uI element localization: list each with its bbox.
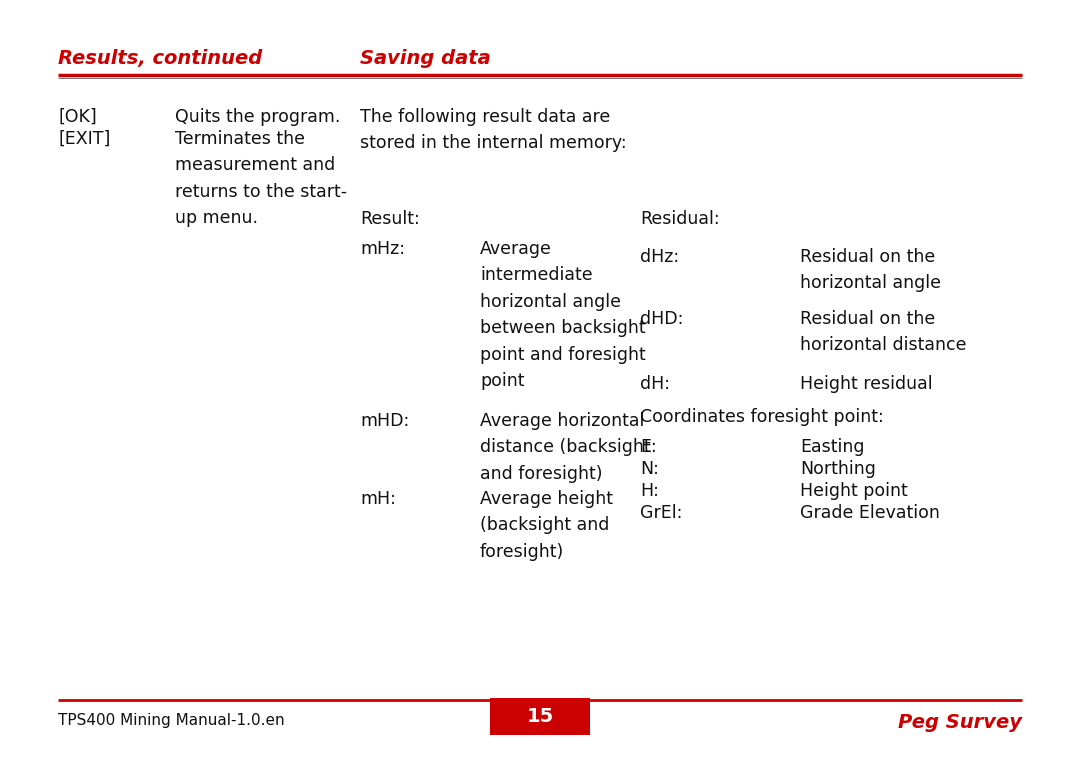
Text: Residual on the
horizontal angle: Residual on the horizontal angle (800, 248, 941, 293)
Text: H:: H: (640, 482, 659, 500)
Text: Quits the program.: Quits the program. (175, 108, 340, 126)
Text: mHz:: mHz: (360, 240, 405, 258)
Text: Average
intermediate
horizontal angle
between backsight
point and foresight
poin: Average intermediate horizontal angle be… (480, 240, 646, 390)
Text: N:: N: (640, 460, 659, 478)
Text: Peg Survey: Peg Survey (897, 713, 1022, 732)
Text: Result:: Result: (360, 210, 420, 228)
Text: Terminates the
measurement and
returns to the start-
up menu.: Terminates the measurement and returns t… (175, 130, 347, 227)
Text: [EXIT]: [EXIT] (58, 130, 110, 148)
Text: Height residual: Height residual (800, 375, 933, 393)
Text: Saving data: Saving data (360, 49, 490, 68)
Text: dH:: dH: (640, 375, 670, 393)
Text: GrEl:: GrEl: (640, 504, 683, 522)
Text: dHD:: dHD: (640, 310, 684, 328)
Text: Results, continued: Results, continued (58, 49, 262, 68)
Text: The following result data are
stored in the internal memory:: The following result data are stored in … (360, 108, 626, 152)
Text: Coordinates foresight point:: Coordinates foresight point: (640, 408, 883, 426)
Text: Residual:: Residual: (640, 210, 719, 228)
Text: mHD:: mHD: (360, 412, 409, 430)
Bar (490, 698, 590, 735)
Text: Residual on the
horizontal distance: Residual on the horizontal distance (800, 310, 967, 354)
Text: Average horizontal
distance (backsight
and foresight): Average horizontal distance (backsight a… (480, 412, 650, 483)
Text: Grade Elevation: Grade Elevation (800, 504, 940, 522)
Text: mH:: mH: (360, 490, 396, 508)
Text: [OK]: [OK] (58, 108, 97, 126)
Text: Average height
(backsight and
foresight): Average height (backsight and foresight) (480, 490, 613, 561)
Text: Height point: Height point (800, 482, 908, 500)
Text: TPS400 Mining Manual-1.0.en: TPS400 Mining Manual-1.0.en (58, 713, 285, 728)
Text: E:: E: (640, 438, 657, 456)
Text: Easting: Easting (800, 438, 864, 456)
Text: Northing: Northing (800, 460, 876, 478)
Text: 15: 15 (526, 707, 554, 726)
Text: dHz:: dHz: (640, 248, 679, 266)
